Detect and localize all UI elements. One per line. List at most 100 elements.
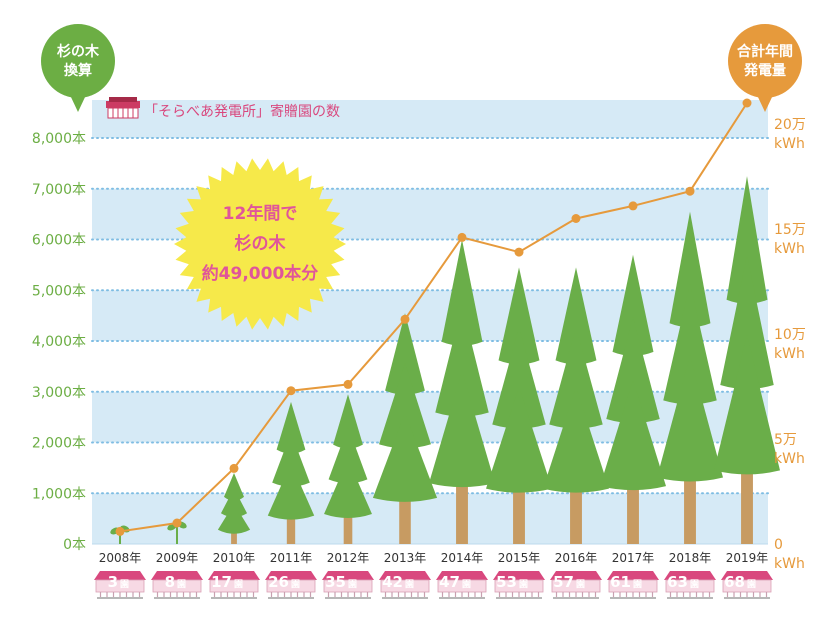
left-tick-label: 2,000本 [32, 436, 86, 452]
school-count-26: 26 園 [265, 571, 317, 599]
right-badge-line1: 合計年間 [737, 43, 793, 60]
left-tick-label: 3,000本 [32, 385, 86, 401]
x-tick-label: 2018年 [669, 551, 712, 565]
school-roof [436, 571, 488, 580]
school-count-unit: 園 [747, 579, 756, 590]
tree-bar-2011年 [267, 401, 315, 544]
tree-foliage [441, 239, 483, 346]
callout-line3: 約49,000本分 [202, 263, 319, 284]
school-count-42: 42 園 [379, 571, 431, 599]
school-base [325, 597, 371, 599]
school-count-number: 17 [211, 573, 232, 591]
tree-foliage [224, 472, 244, 501]
tree-foliage [486, 386, 552, 493]
tree-trunk [627, 476, 639, 544]
power-point [400, 314, 410, 324]
power-point [343, 379, 353, 389]
left-badge-line2: 換算 [64, 62, 92, 79]
school-roof [94, 571, 146, 580]
school-house-icon [106, 97, 140, 119]
power-point [514, 247, 524, 257]
school-base [382, 597, 428, 599]
x-tick-label: 2009年 [156, 551, 199, 565]
school-count-unit: 園 [519, 579, 528, 590]
power-point [571, 214, 581, 223]
school-base [496, 597, 542, 599]
right-badge-pointer [757, 95, 773, 112]
school-count-number: 26 [268, 573, 289, 591]
right-tick-label: 15万 [774, 222, 806, 238]
tree-foliage [267, 463, 315, 520]
school-count-63: 63 園 [664, 571, 716, 599]
right-tick-unit: kWh [774, 556, 805, 572]
right-badge-circle [728, 24, 802, 98]
x-tick-label: 2010年 [213, 551, 256, 565]
right-tick-unit: kWh [774, 241, 805, 257]
school-counts: 3 園 8 園 17 園 26 園 35 園 42 園 47 園 53 園 57 園 61 園 63 園 68 園 [94, 571, 773, 599]
school-base [610, 597, 656, 599]
x-tick-label: 2013年 [384, 551, 427, 565]
tree-bars [110, 176, 780, 544]
legend-label: 「そらべあ発電所」寄贈園の数 [144, 103, 340, 120]
tree-foliage [498, 267, 540, 365]
tree-trunk [343, 504, 353, 544]
power-point [685, 186, 695, 196]
tree-foliage [543, 386, 609, 493]
tree-foliage [328, 426, 368, 484]
school-count-unit: 園 [234, 579, 243, 590]
tree-foliage [435, 305, 489, 417]
tree-bar-2019年 [714, 176, 780, 544]
school-roof [721, 571, 773, 580]
tree-bar-2014年 [429, 239, 495, 544]
school-count-number: 63 [667, 573, 688, 591]
school-count-unit: 園 [120, 579, 129, 590]
tree-foliage [600, 379, 666, 491]
tree-trunk [286, 505, 296, 544]
power-point [628, 201, 638, 211]
school-count-number: 57 [553, 573, 574, 591]
left-tick-label: 6,000本 [32, 233, 86, 249]
band [92, 100, 768, 138]
x-tick-label: 2017年 [612, 551, 655, 565]
tree-foliage [324, 458, 372, 519]
tree-bar-2015年 [486, 267, 552, 544]
tree-foliage [429, 371, 495, 488]
right-tick-label: 0 [774, 537, 783, 553]
school-roof [151, 571, 203, 580]
right-tick-unit: kWh [774, 136, 805, 152]
left-tick-label: 5,000本 [32, 283, 86, 299]
school-count-unit: 園 [633, 579, 642, 590]
tree-foliage [714, 335, 780, 475]
x-tick-label: 2016年 [555, 551, 598, 565]
school-count-number: 35 [325, 573, 346, 591]
right-tick-label: 10万 [774, 327, 806, 343]
tree-trunk [456, 473, 468, 544]
left-axis-badge: 杉の木 換算 [41, 24, 115, 112]
left-badge-pointer [70, 95, 86, 112]
tree-trunk [684, 467, 696, 544]
power-line-series [115, 98, 752, 536]
school-count-number: 68 [724, 573, 745, 591]
school-count-unit: 園 [177, 579, 186, 590]
right-tick-label: 20万 [774, 117, 806, 133]
right-tick-unit: kWh [774, 346, 805, 362]
school-count-47: 47 園 [436, 571, 488, 599]
right-axis-ticks: 0 kWh 5万 kWh 10万 kWh 15万 kWh 20万 kWh [774, 117, 806, 572]
school-count-unit: 園 [576, 579, 585, 590]
school-count-unit: 園 [690, 579, 699, 590]
school-roof [208, 571, 260, 580]
x-axis-ticks: 2008年 2009年 2010年 2011年 2012年 2013年 2014年 2015年… [99, 551, 769, 565]
school-count-61: 61 園 [607, 571, 659, 599]
power-point [229, 463, 239, 473]
right-tick-label: 5万 [774, 432, 797, 448]
school-count-57: 57 園 [550, 571, 602, 599]
callout-line2: 杉の木 [235, 233, 287, 254]
tree-foliage [333, 394, 363, 449]
left-badge-circle [41, 24, 115, 98]
school-count-number: 8 [165, 573, 175, 591]
power-point [457, 232, 467, 242]
school-count-number: 3 [108, 573, 118, 591]
school-count-number: 47 [439, 573, 460, 591]
school-base [724, 597, 770, 599]
